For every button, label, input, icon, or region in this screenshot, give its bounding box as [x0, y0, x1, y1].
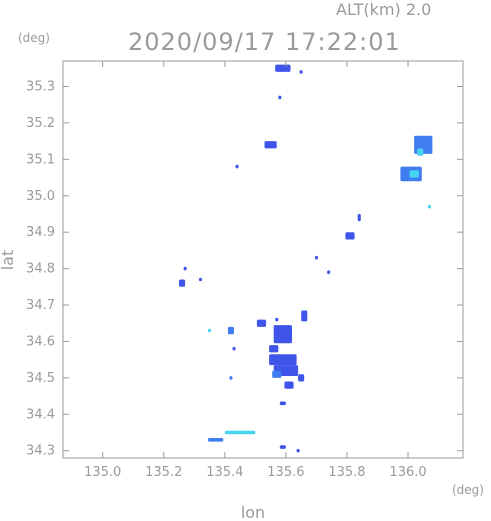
y-tick-label-6: 34.9	[26, 225, 55, 240]
echo-cell-16	[198, 277, 202, 282]
y-tick-label-2: 34.5	[26, 371, 55, 386]
x-tick-label-5: 136.0	[389, 465, 426, 480]
echo-cell-12	[314, 255, 318, 260]
echo-cell-13	[327, 270, 331, 274]
y-tick-layer: 34.3 34.4 34.5 34.6 34.7 34.8 34.9 35.0 35.1 35.2…	[26, 79, 463, 459]
echo-cell-26	[279, 401, 286, 406]
echo-cell-24	[298, 374, 305, 382]
echo-cell-31	[224, 430, 256, 435]
y-axis-label: lat	[0, 250, 17, 271]
echo-cell-34	[296, 448, 300, 453]
echo-cell-23	[272, 370, 282, 378]
y-tick-label-1: 34.4	[26, 407, 55, 422]
x-axis-label: lon	[241, 503, 265, 521]
echo-cell-25	[284, 381, 294, 389]
echo-cell-15	[179, 279, 186, 287]
x-tick-label-3: 135.6	[267, 465, 304, 480]
echo-cell-18	[275, 317, 279, 322]
echo-cell-3	[264, 141, 277, 149]
echo-layer	[179, 64, 433, 453]
echo-cell-6	[417, 148, 424, 156]
echo-cell-11	[345, 232, 355, 240]
echo-cell-29	[232, 346, 236, 351]
echo-cell-1	[299, 70, 303, 74]
y-tick-label-4: 34.7	[26, 298, 55, 313]
echo-cell-0	[275, 64, 291, 72]
y-tick-label-5: 34.8	[26, 262, 55, 277]
x-axis-unit: (deg)	[452, 483, 484, 497]
x-tick-label-1: 135.2	[145, 465, 182, 480]
echo-cell-35	[208, 328, 212, 333]
y-tick-label-0: 34.3	[26, 444, 55, 459]
plot-frame	[62, 60, 464, 459]
echo-cell-28	[227, 326, 234, 335]
y-tick-label-7: 35.0	[26, 189, 55, 204]
echo-cell-2	[278, 95, 282, 100]
x-tick-label-2: 135.4	[206, 465, 243, 480]
echo-cell-4	[235, 164, 239, 169]
y-tick-label-8: 35.1	[26, 152, 55, 167]
x-tick-label-4: 135.8	[328, 465, 365, 480]
x-tick-label-0: 135.0	[84, 465, 121, 480]
echo-cell-17	[301, 310, 308, 322]
y-tick-label-9: 35.2	[26, 116, 55, 131]
echo-cell-9	[427, 204, 431, 209]
echo-cell-30	[229, 376, 233, 380]
chart-title: 2020/09/17 17:22:01	[128, 28, 401, 56]
x-tick-layer: 135.0 135.2 135.4 135.6 135.8 136.0	[84, 61, 427, 480]
altitude-label: ALT(km) 2.0	[336, 0, 431, 19]
echo-cell-27	[256, 319, 267, 327]
echo-cell-21	[269, 354, 297, 366]
echo-cell-10	[357, 214, 361, 222]
y-axis-unit: (deg)	[18, 31, 50, 45]
echo-cell-8	[409, 170, 419, 178]
echo-cell-19	[273, 325, 292, 344]
echo-cell-20	[269, 345, 279, 353]
y-tick-label-10: 35.3	[26, 79, 55, 94]
echo-cell-32	[208, 438, 224, 442]
echo-cell-14	[183, 266, 187, 271]
echo-cell-33	[279, 445, 286, 449]
y-tick-label-3: 34.6	[26, 334, 55, 349]
